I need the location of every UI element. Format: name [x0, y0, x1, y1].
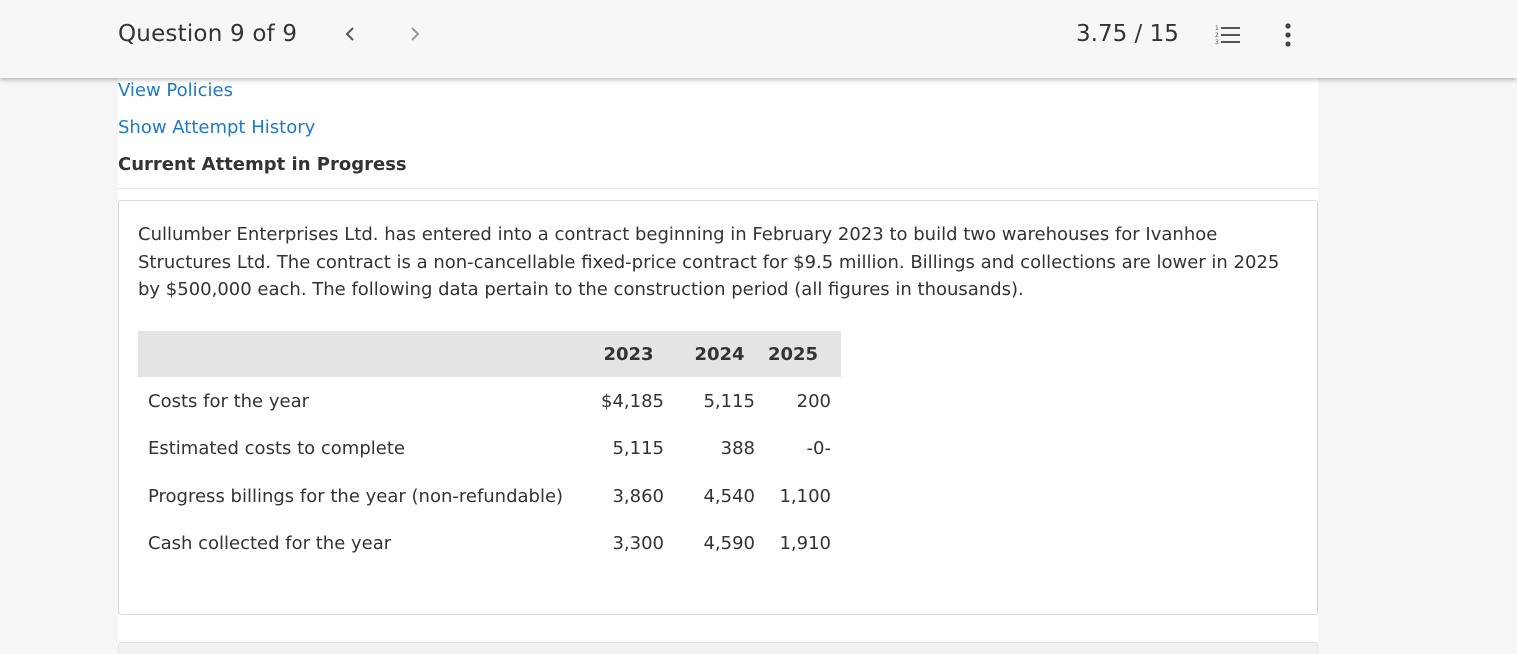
row-label: Costs for the year: [148, 391, 310, 413]
row-label: Estimated costs to complete: [148, 438, 405, 460]
table-header-row: 2023 2024 2025: [138, 331, 841, 377]
chevron-left-icon: [345, 27, 354, 41]
row-label: Progress billings for the year (non-refu…: [148, 485, 564, 507]
table-cell: 3,300: [612, 533, 664, 555]
top-bar: Question 9 of 9 3.75 / 15 1 2 3: [0, 0, 1517, 78]
attempt-status: Current Attempt in Progress: [118, 154, 407, 175]
table-cell: 3,860: [612, 485, 664, 507]
show-attempt-history-link[interactable]: Show Attempt History: [118, 117, 316, 138]
table-header-cell: 2023: [603, 343, 654, 365]
row-label: Cash collected for the year: [148, 533, 392, 555]
table-cell: 4,540: [703, 485, 755, 507]
table-row: Cash collected for the year 3,300 4,590 …: [138, 520, 841, 568]
table-cell: $4,185: [601, 391, 664, 413]
content-column: View Policies Show Attempt History Curre…: [118, 78, 1318, 654]
data-table: 2023 2024 2025 Costs for the year $4,185…: [138, 331, 841, 568]
view-policies-link[interactable]: View Policies: [118, 80, 234, 101]
score-display: 3.75 / 15: [1076, 21, 1179, 47]
table-row: Progress billings for the year (non-refu…: [138, 472, 841, 520]
table-cell: 200: [796, 391, 831, 413]
table-cell: 5,115: [612, 438, 664, 460]
table-cell: 1,100: [779, 485, 831, 507]
table-cell: 5,115: [703, 391, 755, 413]
table-row: Costs for the year $4,185 5,115 200: [138, 377, 841, 425]
question-text: Cullumber Enterprises Ltd. has entered i…: [138, 224, 1280, 300]
table-cell: -0-: [806, 438, 831, 460]
next-question-button[interactable]: [403, 22, 427, 46]
table-cell: 4,590: [703, 533, 755, 555]
previous-question-button[interactable]: [338, 22, 362, 46]
vertical-ellipsis-icon: [1285, 23, 1291, 47]
table-row: Estimated costs to complete 5,115 388 -0…: [138, 425, 841, 473]
svg-text:3: 3: [1215, 39, 1219, 46]
chevron-right-icon: [411, 27, 420, 41]
question-counter: Question 9 of 9: [118, 21, 298, 47]
question-list-button[interactable]: 1 2 3: [1213, 21, 1243, 49]
table-cell: 1,910: [779, 533, 831, 555]
divider: [118, 188, 1318, 189]
table-cell: 388: [720, 438, 755, 460]
table-header-cell: [138, 331, 573, 377]
svg-text:1: 1: [1215, 25, 1219, 32]
table-header-cell: 2024: [694, 343, 745, 365]
more-options-button[interactable]: [1277, 20, 1299, 50]
next-section-panel: [118, 642, 1318, 654]
table-header-cell: 2025: [767, 343, 819, 365]
question-panel: Cullumber Enterprises Ltd. has entered i…: [118, 200, 1318, 615]
numbered-list-icon: 1 2 3: [1215, 25, 1240, 46]
svg-text:2: 2: [1215, 32, 1219, 39]
